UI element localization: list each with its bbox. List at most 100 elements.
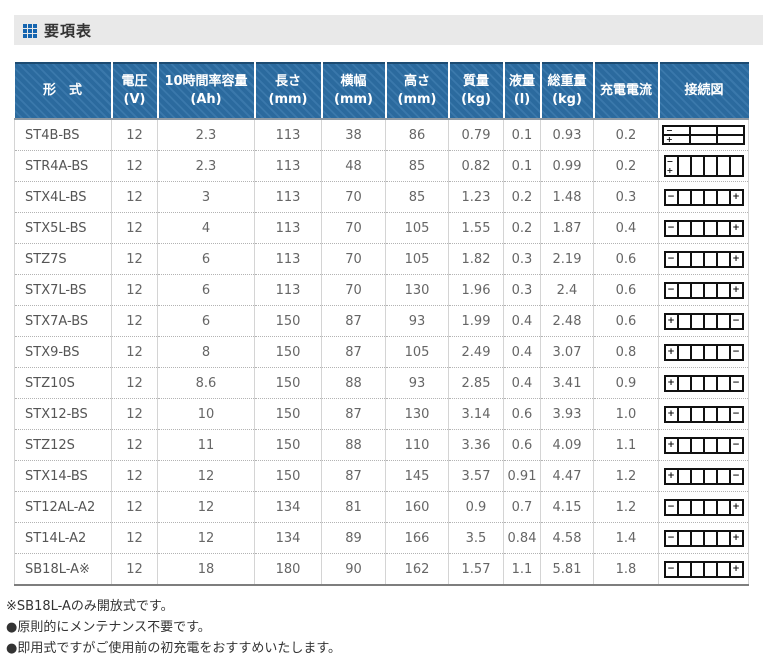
value-cell: 1.0 bbox=[593, 398, 659, 430]
value-cell: 12 bbox=[111, 150, 158, 182]
value-cell: 113 bbox=[254, 181, 322, 213]
value-cell: 38 bbox=[321, 119, 386, 151]
model-cell: STX4L-BS bbox=[14, 181, 112, 213]
terminal-diagram: − + bbox=[663, 281, 744, 299]
model-cell: STX12-BS bbox=[14, 398, 112, 430]
column-header: 接続図 bbox=[658, 62, 749, 120]
model-cell: ST12AL-A2 bbox=[14, 491, 112, 523]
model-cell: STX7A-BS bbox=[14, 305, 112, 337]
column-header: 高さ (mm) bbox=[385, 62, 450, 120]
table-row: STZ7S 12 6 113 70 105 1.82 0.3 2.19 0.6− + bbox=[14, 243, 749, 275]
value-cell: 93 bbox=[385, 305, 449, 337]
section-title-bar: 要項表 bbox=[14, 15, 763, 45]
diagram-cell: + − bbox=[658, 398, 749, 430]
value-cell: 12 bbox=[111, 429, 158, 461]
terminal-diagram: − + bbox=[662, 125, 745, 145]
value-cell: 6 bbox=[157, 274, 255, 306]
value-cell: 86 bbox=[385, 119, 449, 151]
diagram-cell: − + bbox=[658, 150, 749, 182]
table-row: STX12-BS 12 10 150 87 130 3.14 0.6 3.93 1.0 + − bbox=[14, 398, 749, 430]
value-cell: 0.4 bbox=[503, 367, 541, 399]
value-cell: 5.81 bbox=[540, 553, 594, 586]
value-cell: 1.96 bbox=[448, 274, 504, 306]
value-cell: 12 bbox=[111, 119, 158, 151]
value-cell: 89 bbox=[321, 522, 386, 554]
value-cell: 150 bbox=[254, 398, 322, 430]
value-cell: 0.9 bbox=[448, 491, 504, 523]
value-cell: 88 bbox=[321, 429, 386, 461]
column-header: 10時間率容量 (Ah) bbox=[157, 62, 256, 120]
value-cell: 0.6 bbox=[593, 243, 659, 275]
diagram-cell: − + bbox=[658, 522, 749, 554]
model-cell: STX9-BS bbox=[14, 336, 112, 368]
value-cell: 113 bbox=[254, 274, 322, 306]
value-cell: 3.36 bbox=[448, 429, 504, 461]
value-cell: 2.3 bbox=[157, 119, 255, 151]
value-cell: 4.47 bbox=[540, 460, 594, 492]
value-cell: 3 bbox=[157, 181, 255, 213]
value-cell: 0.6 bbox=[593, 305, 659, 337]
value-cell: 85 bbox=[385, 150, 449, 182]
value-cell: 0.9 bbox=[593, 367, 659, 399]
terminal-diagram: − + bbox=[663, 219, 744, 237]
value-cell: 0.4 bbox=[503, 336, 541, 368]
value-cell: 12 bbox=[111, 553, 158, 586]
table-row: ST4B-BS 12 2.3 113 38 86 0.79 0.1 0.93 0.2− + bbox=[14, 119, 749, 151]
value-cell: 0.4 bbox=[593, 212, 659, 244]
table-row: STZ12S 12 11 150 88 110 3.36 0.6 4.09 1.1 + − bbox=[14, 429, 749, 461]
value-cell: 93 bbox=[385, 367, 449, 399]
value-cell: 130 bbox=[385, 274, 449, 306]
diagram-cell: − + bbox=[658, 243, 749, 275]
value-cell: 4.58 bbox=[540, 522, 594, 554]
value-cell: 0.3 bbox=[503, 274, 541, 306]
model-cell: STZ10S bbox=[14, 367, 112, 399]
table-row: STX4L-BS 12 3 113 70 85 1.23 0.2 1.48 0.3− + bbox=[14, 181, 749, 213]
value-cell: 2.4 bbox=[540, 274, 594, 306]
value-cell: 90 bbox=[321, 553, 386, 586]
value-cell: 1.23 bbox=[448, 181, 504, 213]
value-cell: 1.48 bbox=[540, 181, 594, 213]
model-cell: ST14L-A2 bbox=[14, 522, 112, 554]
value-cell: 166 bbox=[385, 522, 449, 554]
value-cell: 81 bbox=[321, 491, 386, 523]
value-cell: 0.79 bbox=[448, 119, 504, 151]
value-cell: 0.2 bbox=[593, 150, 659, 182]
value-cell: 85 bbox=[385, 181, 449, 213]
value-cell: 2.48 bbox=[540, 305, 594, 337]
value-cell: 0.6 bbox=[503, 398, 541, 430]
page-title: 要項表 bbox=[44, 21, 93, 40]
table-row: STX9-BS 12 8 150 87 105 2.49 0.4 3.07 0.8 + − bbox=[14, 336, 749, 368]
value-cell: 150 bbox=[254, 367, 322, 399]
value-cell: 1.87 bbox=[540, 212, 594, 244]
table-row: STX5L-BS 12 4 113 70 105 1.55 0.2 1.87 0.4− + bbox=[14, 212, 749, 244]
column-header: 長さ (mm) bbox=[254, 62, 323, 120]
terminal-diagram: + − bbox=[663, 436, 744, 454]
value-cell: 70 bbox=[321, 181, 386, 213]
value-cell: 10 bbox=[157, 398, 255, 430]
value-cell: 12 bbox=[111, 181, 158, 213]
terminal-diagram: + − bbox=[663, 405, 744, 423]
column-header: 質量 (kg) bbox=[448, 62, 505, 120]
model-cell: STZ7S bbox=[14, 243, 112, 275]
footnote: ●原則的にメンテナンス不要です。 bbox=[6, 620, 211, 635]
diagram-cell: + − bbox=[658, 336, 749, 368]
value-cell: 2.85 bbox=[448, 367, 504, 399]
value-cell: 110 bbox=[385, 429, 449, 461]
value-cell: 87 bbox=[321, 305, 386, 337]
value-cell: 87 bbox=[321, 336, 386, 368]
value-cell: 113 bbox=[254, 243, 322, 275]
diagram-cell: − + bbox=[658, 491, 749, 523]
value-cell: 0.2 bbox=[503, 212, 541, 244]
value-cell: 12 bbox=[111, 491, 158, 523]
column-header: 充電電流 bbox=[593, 62, 660, 120]
model-cell: ST4B-BS bbox=[14, 119, 112, 151]
value-cell: 162 bbox=[385, 553, 449, 586]
value-cell: 113 bbox=[254, 150, 322, 182]
value-cell: 12 bbox=[111, 212, 158, 244]
value-cell: 12 bbox=[111, 398, 158, 430]
value-cell: 12 bbox=[111, 336, 158, 368]
terminal-diagram: + − bbox=[663, 467, 744, 485]
terminal-diagram: − + bbox=[663, 560, 744, 578]
diagram-cell: + − bbox=[658, 305, 749, 337]
value-cell: 12 bbox=[157, 460, 255, 492]
